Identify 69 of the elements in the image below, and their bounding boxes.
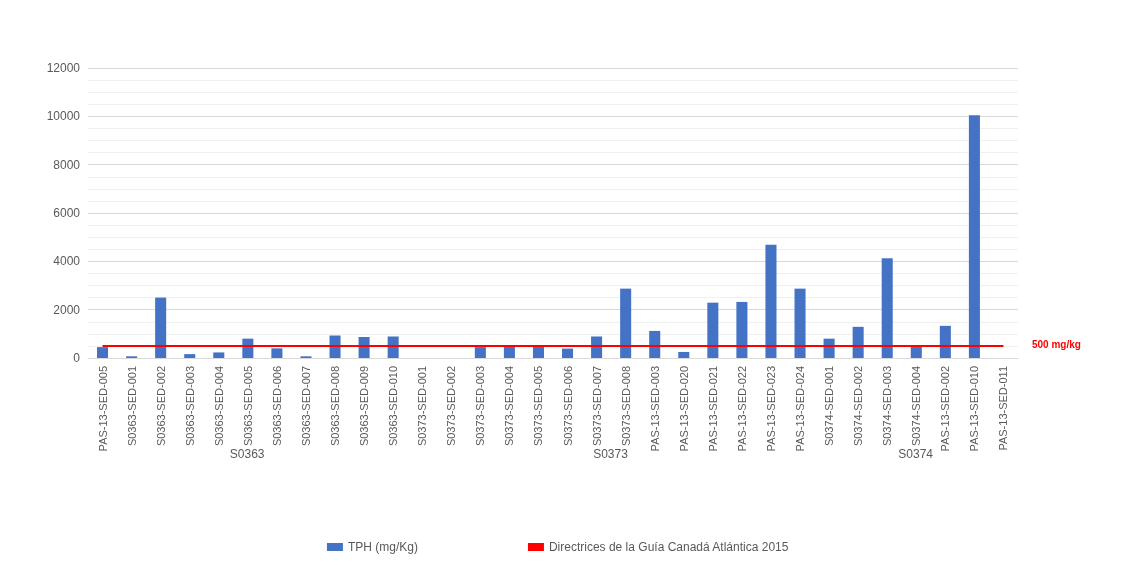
bar [620,288,632,358]
text: 500 mg/kg [1032,339,1081,351]
bar [387,336,399,358]
bar [794,288,806,358]
bar [358,336,370,358]
x-tick-label: S0373-SED-002 [445,366,458,447]
y-tick-label: 0 [73,351,81,365]
bar [707,302,719,358]
y-tick-label: 12000 [46,61,81,75]
x-tick-label: S0363-SED-004 [212,366,225,447]
legend-label: Directrices de la Guía Canadá Atlántica 2015 [548,540,789,554]
y-tick-label: 4000 [53,254,81,269]
y-tick-label: 8000 [53,157,81,172]
bar [97,347,109,358]
y-tick-label: 2000 [53,302,81,317]
bar [562,348,574,358]
bar [649,330,661,358]
bar [532,345,544,358]
bar [271,348,283,358]
x-tick-label: S0363-SED-002 [154,366,167,447]
y-tick-label: 10000 [46,109,81,124]
x-tick-label: S0363-SED-003 [183,366,196,447]
x-tick-label: PAS-13-SED-021 [706,366,719,452]
bar [213,352,225,358]
x-tick-label: S0374-SED-001 [823,366,836,447]
x-tick-label: PAS-13-SED-020 [677,366,690,452]
x-tick-label: S0363-SED-009 [358,366,371,447]
x-tick-label: S0363-SED-010 [387,366,400,447]
x-tick-label: PAS-13-SED-003 [648,366,661,452]
bar [910,346,922,358]
bar [852,326,864,358]
x-tick-label: S0373-SED-004 [503,366,516,447]
x-tick-label: PAS-13-SED-010 [968,366,981,452]
legend-label: TPH (mg/Kg) [347,540,418,554]
bar [184,354,196,358]
y-tick-label: 6000 [53,206,81,220]
x-tick-label: S0363-SED-005 [241,366,254,447]
x-tick-label: S0363-SED-001 [125,366,138,447]
x-tick-label: PAS-13-SED-022 [735,366,748,452]
bar [881,258,893,358]
text: S0374 [898,447,934,461]
text: S0363 [229,447,265,461]
x-tick-label: S0373-SED-006 [561,366,574,447]
x-tick-label: S0373-SED-007 [590,366,603,447]
x-tick-label: S0374-SED-003 [881,366,894,447]
text: S0373 [593,447,629,461]
bar [155,297,167,358]
bar [939,325,951,358]
x-tick-label: S0373-SED-001 [416,366,429,447]
x-tick-label: S0373-SED-008 [619,366,632,447]
bar [765,244,777,358]
x-tick-label: S0373-SED-003 [474,366,487,447]
x-tick-label: S0373-SED-005 [532,366,545,447]
bar [678,351,690,358]
bar [503,345,515,358]
bar [968,115,980,358]
x-tick-label: PAS-13-SED-023 [764,366,777,452]
bar [591,336,603,358]
x-tick-label: S0374-SED-002 [852,366,865,447]
bar [474,347,486,358]
bar [736,301,748,358]
x-tick-label: PAS-13-SED-002 [939,366,952,452]
x-tick-label: S0363-SED-006 [270,366,283,447]
x-tick-label: PAS-13-SED-011 [997,366,1010,451]
x-tick-label: S0363-SED-007 [299,366,312,447]
x-tick-label: PAS-13-SED-024 [794,366,807,452]
x-tick-label: S0363-SED-008 [329,366,342,447]
x-tick-label: PAS-13-SED-005 [96,366,109,452]
x-tick-label: S0374-SED-004 [910,366,923,447]
